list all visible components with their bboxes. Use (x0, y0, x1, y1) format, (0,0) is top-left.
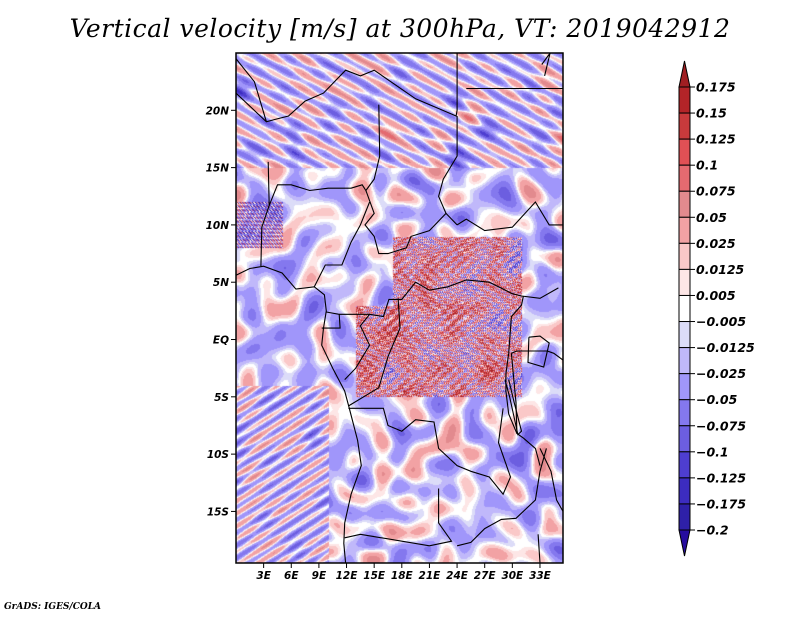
colorbar-label: 0.025 (696, 236, 736, 251)
border-line (236, 58, 267, 122)
y-tick-label: 5N (213, 277, 229, 289)
border-line (260, 161, 270, 267)
x-tick-label: 33E (529, 570, 552, 582)
border-line (364, 116, 458, 255)
border-line (541, 53, 551, 77)
x-tick-label: 9E (312, 570, 327, 582)
border-line (510, 353, 518, 434)
colorbar-box (678, 138, 691, 166)
border-line (313, 201, 371, 288)
border-line (505, 353, 541, 466)
border-line (339, 313, 371, 380)
y-axis: 20N 15N 10N 5N EQ 5S 10S 15S (206, 105, 236, 518)
colorbar-label: 0.0125 (696, 262, 745, 277)
y-tick-label: 10S (207, 449, 229, 461)
colorbar-box (678, 216, 691, 244)
colorbar-label: −0.005 (696, 314, 746, 329)
border-line (508, 295, 524, 354)
colorbar-label: −0.1 (696, 444, 729, 459)
border-line (539, 448, 563, 512)
border-line (348, 407, 512, 496)
colorbar-box (678, 190, 691, 218)
colorbar-label: 0.1 (696, 158, 718, 173)
colorbar: 0.175 0.15 0.125 0.1 0.075 0.05 0.025 0.0125 0.0… (678, 60, 755, 557)
grads-credit: GrADS: IGES/COLA (4, 602, 102, 612)
colorbar-label: 0.075 (696, 184, 736, 199)
x-axis: 3E 6E 9E 12E 15E 18E 21E 24E 27E 30E 33E (256, 563, 552, 582)
colorbar-box (678, 477, 691, 505)
x-tick-label: 30E (501, 570, 524, 582)
colorbar-extend-min (678, 529, 691, 557)
colorbar-label: 0.005 (696, 288, 736, 303)
colorbar-box (678, 268, 691, 296)
x-tick-label: 21E (419, 570, 442, 582)
border-line (236, 265, 362, 563)
border-line (527, 335, 550, 368)
colorbar-box (678, 164, 691, 192)
x-tick-label: 18E (391, 570, 414, 582)
border-line (456, 448, 547, 547)
colorbar-label: −0.2 (696, 523, 729, 538)
border-line (456, 201, 563, 232)
colorbar-label: −0.025 (696, 366, 746, 381)
y-tick-label: EQ (213, 335, 229, 347)
x-tick-label: 6E (284, 570, 299, 582)
y-tick-label: 5S (214, 392, 229, 404)
vertical-velocity-field (236, 53, 563, 563)
colorbar-label: −0.175 (696, 496, 746, 511)
y-tick-label: 20N (206, 105, 230, 117)
colorbar-box (678, 425, 691, 453)
colorbar-box (678, 321, 691, 349)
x-tick-label: 15E (363, 570, 386, 582)
colorbar-box (678, 503, 691, 531)
border-line (321, 311, 341, 329)
colorbar-box (678, 451, 691, 479)
border-line (511, 350, 563, 361)
colorbar-box (678, 294, 691, 323)
colorbar-label: 0.05 (696, 210, 727, 225)
colorbar-box (678, 112, 691, 140)
y-tick-label: 15S (207, 506, 229, 518)
colorbar-label: 0.15 (696, 106, 727, 121)
chart-title: Vertical velocity [m/s] at 300hPa, VT: 2… (69, 14, 731, 43)
y-tick-label: 10N (206, 220, 230, 232)
border-line (236, 53, 458, 123)
border-line (348, 298, 401, 407)
colorbar-label: −0.0125 (696, 340, 755, 355)
x-tick-label: 3E (256, 570, 271, 582)
x-tick-label: 12E (336, 570, 359, 582)
x-tick-label: 27E (474, 570, 497, 582)
country-borders (236, 53, 563, 563)
colorbar-box (678, 347, 691, 375)
colorbar-label: 0.175 (696, 80, 736, 95)
colorbar-label: −0.075 (696, 418, 746, 433)
border-line (504, 379, 523, 436)
colorbar-extend-max (678, 60, 691, 88)
colorbar-label: 0.125 (696, 132, 736, 147)
border-line (369, 279, 559, 318)
y-tick-label: 15N (206, 163, 230, 175)
colorbar-label: −0.05 (696, 392, 738, 407)
x-tick-label: 24E (446, 570, 469, 582)
colorbar-box (678, 86, 691, 114)
colorbar-label: −0.125 (696, 470, 746, 485)
border-line (344, 488, 453, 547)
plot-frame (235, 52, 564, 564)
border-line (268, 104, 381, 206)
border-line (537, 534, 541, 563)
border-line (445, 213, 458, 226)
colorbar-box (678, 399, 691, 427)
colorbar-box (678, 373, 691, 401)
colorbar-box (678, 242, 691, 270)
